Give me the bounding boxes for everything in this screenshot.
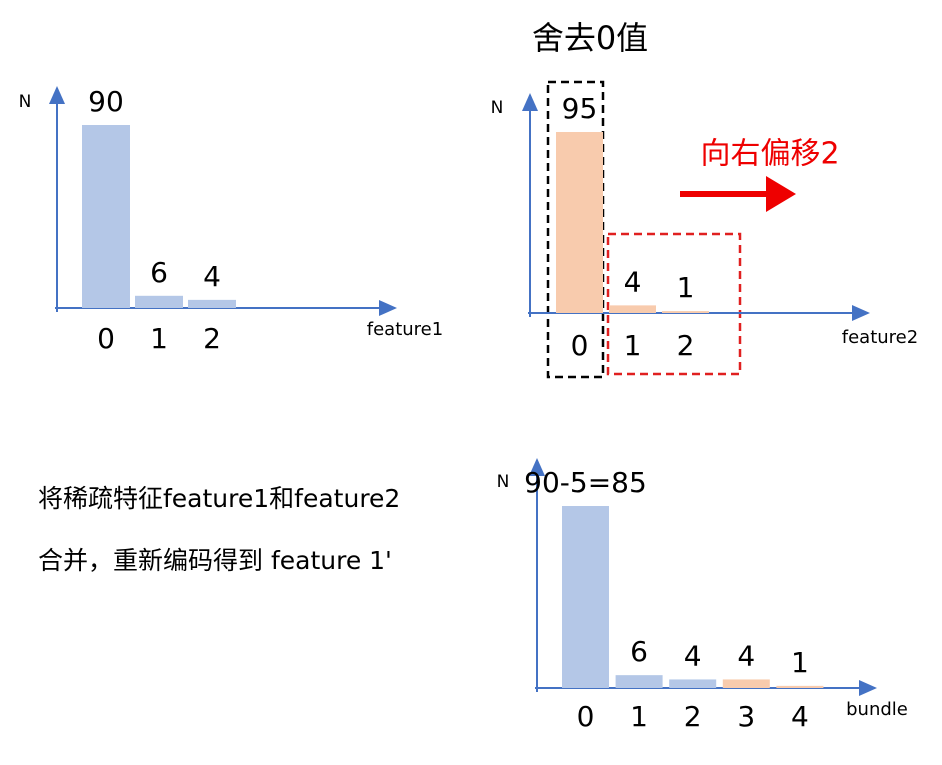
- bar: [188, 299, 236, 308]
- data-label: 90-5=85: [524, 466, 647, 499]
- bar: [556, 132, 603, 313]
- bar: [82, 125, 130, 308]
- bar: [776, 685, 824, 688]
- caption-line: 将稀疏特征feature1和feature2: [38, 484, 400, 513]
- annotation: 向右偏移2: [700, 137, 839, 172]
- data-label: 1: [677, 271, 695, 304]
- x-tick-label: 1: [630, 700, 648, 733]
- dashed-box: [606, 232, 742, 376]
- bar: [669, 679, 717, 688]
- data-label: 95: [562, 92, 598, 125]
- y-axis-label: N: [19, 92, 32, 112]
- x-tick-label: 2: [684, 700, 702, 733]
- data-label: 90: [88, 85, 124, 118]
- data-label: 4: [737, 639, 755, 672]
- chart-title: 舍去0值: [532, 19, 648, 57]
- bar: [722, 679, 770, 688]
- data-label: 1: [791, 646, 809, 679]
- bar: [562, 506, 609, 688]
- x-tick-label: 0: [97, 322, 115, 355]
- data-label: 4: [624, 265, 642, 298]
- x-tick-label: 0: [571, 329, 589, 362]
- x-axis-label: feature1: [367, 319, 443, 340]
- bar: [135, 295, 183, 308]
- bar: [609, 305, 656, 313]
- x-tick-label: 0: [577, 700, 595, 733]
- y-axis-label: N: [497, 472, 510, 492]
- data-label: 6: [630, 635, 648, 668]
- x-tick-label: 4: [791, 700, 809, 733]
- data-label: 4: [684, 639, 702, 672]
- data-label: 4: [203, 260, 221, 293]
- x-tick-label: 2: [203, 322, 221, 355]
- bar: [615, 675, 663, 688]
- caption-line: 合并，重新编码得到 feature 1': [38, 546, 392, 575]
- x-tick-label: 2: [677, 329, 695, 362]
- x-axis-label: feature2: [842, 327, 918, 348]
- data-label: 6: [150, 256, 168, 289]
- x-axis-label: bundle: [846, 699, 908, 720]
- y-axis-label: N: [491, 98, 504, 118]
- x-tick-label: 1: [150, 322, 168, 355]
- x-tick-label: 3: [737, 700, 755, 733]
- x-tick-label: 1: [624, 329, 642, 362]
- bar: [662, 311, 709, 313]
